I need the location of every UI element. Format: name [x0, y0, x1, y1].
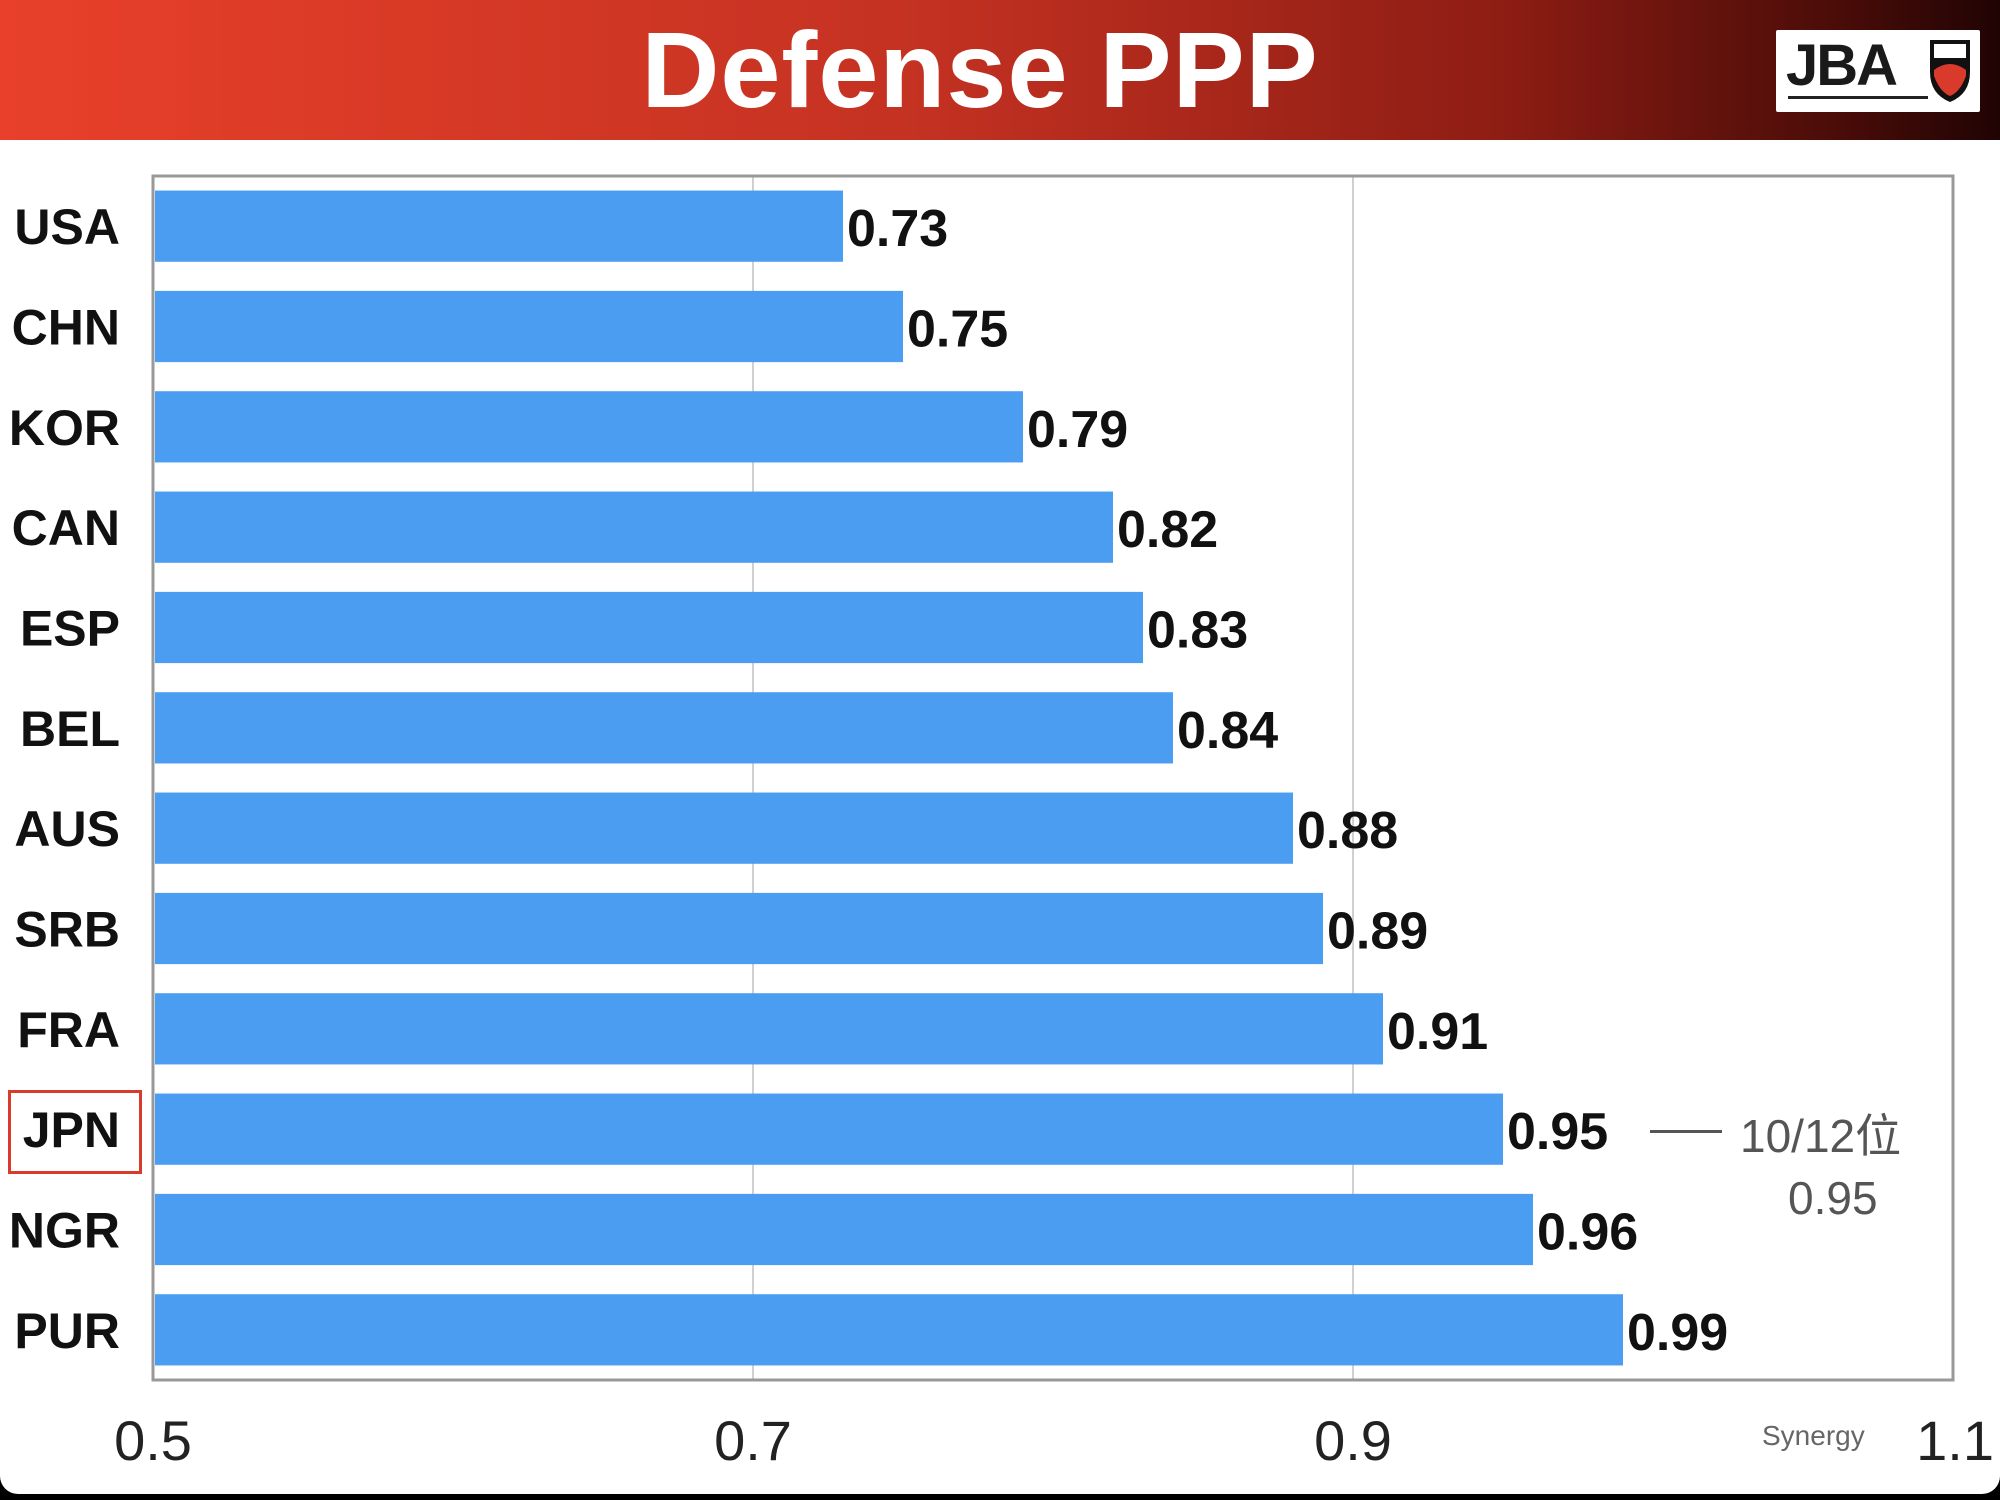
category-label-usa: USA [14, 199, 120, 255]
value-label-can: 0.82 [1117, 501, 1218, 559]
category-label-chn: CHN [12, 300, 120, 356]
bar-kor [155, 391, 1023, 463]
bar-srb [155, 892, 1323, 965]
value-label-aus: 0.88 [1297, 802, 1398, 860]
shield-icon [1930, 40, 1970, 102]
value-labels: 0.73 0.75 0.79 0.82 0.83 0.84 0.88 0.89 0.91 0.95… [847, 200, 1728, 1362]
value-label-esp: 0.83 [1147, 602, 1248, 660]
x-tick-label: 1.1 [1916, 1409, 1994, 1472]
bar-aus [155, 792, 1293, 864]
category-label-kor: KOR [9, 400, 120, 456]
category-label-pur: PUR [14, 1303, 120, 1359]
logo-underline [1788, 96, 1928, 99]
annotation-rank: 10/12位 [1740, 1110, 1902, 1162]
bars [155, 190, 1623, 1366]
annotation-value: 0.95 [1788, 1172, 1878, 1224]
value-label-jpn: 0.95 [1507, 1103, 1608, 1161]
category-labels: USA CHN KOR CAN ESP BEL AUS SRB FRA JPN NGR PUR [9, 199, 120, 1359]
category-label-aus: AUS [14, 801, 120, 857]
plot-frame [151, 174, 1955, 1382]
bar-fra [155, 993, 1383, 1065]
bar-can [155, 491, 1113, 563]
grid-lines [752, 176, 1354, 1380]
category-label-bel: BEL [20, 701, 120, 757]
jpn-highlight-box [8, 1090, 142, 1174]
category-label-can: CAN [12, 500, 120, 556]
category-label-jpn: JPN [23, 1102, 120, 1158]
value-label-pur: 0.99 [1627, 1304, 1728, 1362]
value-label-usa: 0.73 [847, 200, 948, 258]
value-label-bel: 0.84 [1177, 702, 1278, 760]
value-label-kor: 0.79 [1027, 401, 1128, 459]
source-label: Synergy [1762, 1420, 1865, 1451]
bar-jpn [155, 1093, 1503, 1165]
bar-usa [155, 190, 843, 262]
bar-bel [155, 692, 1173, 764]
category-label-ngr: NGR [9, 1203, 120, 1259]
bar-esp [155, 591, 1143, 664]
annotation-connector [1650, 1130, 1722, 1133]
value-label-chn: 0.75 [907, 301, 1008, 359]
logo-text: JBA [1786, 33, 1898, 98]
x-tick-label: 0.7 [714, 1409, 792, 1472]
x-tick-labels: 0.5 0.7 0.9 1.1 [114, 1409, 1994, 1472]
bar-chn [155, 290, 903, 363]
bar-ngr [155, 1193, 1533, 1266]
category-label-srb: SRB [14, 902, 120, 958]
jba-logo: JBA [1776, 30, 1980, 112]
chart-title: Defense PPP [641, 9, 1319, 130]
bar-pur [155, 1294, 1623, 1366]
x-tick-label: 0.9 [1314, 1409, 1392, 1472]
category-label-fra: FRA [17, 1002, 120, 1058]
value-label-srb: 0.89 [1327, 903, 1428, 961]
x-tick-label: 0.5 [114, 1409, 192, 1472]
category-label-esp: ESP [20, 601, 120, 657]
header-banner: Defense PPP JBA [0, 0, 2000, 140]
value-label-fra: 0.91 [1387, 1003, 1488, 1061]
value-label-ngr: 0.96 [1537, 1204, 1638, 1262]
